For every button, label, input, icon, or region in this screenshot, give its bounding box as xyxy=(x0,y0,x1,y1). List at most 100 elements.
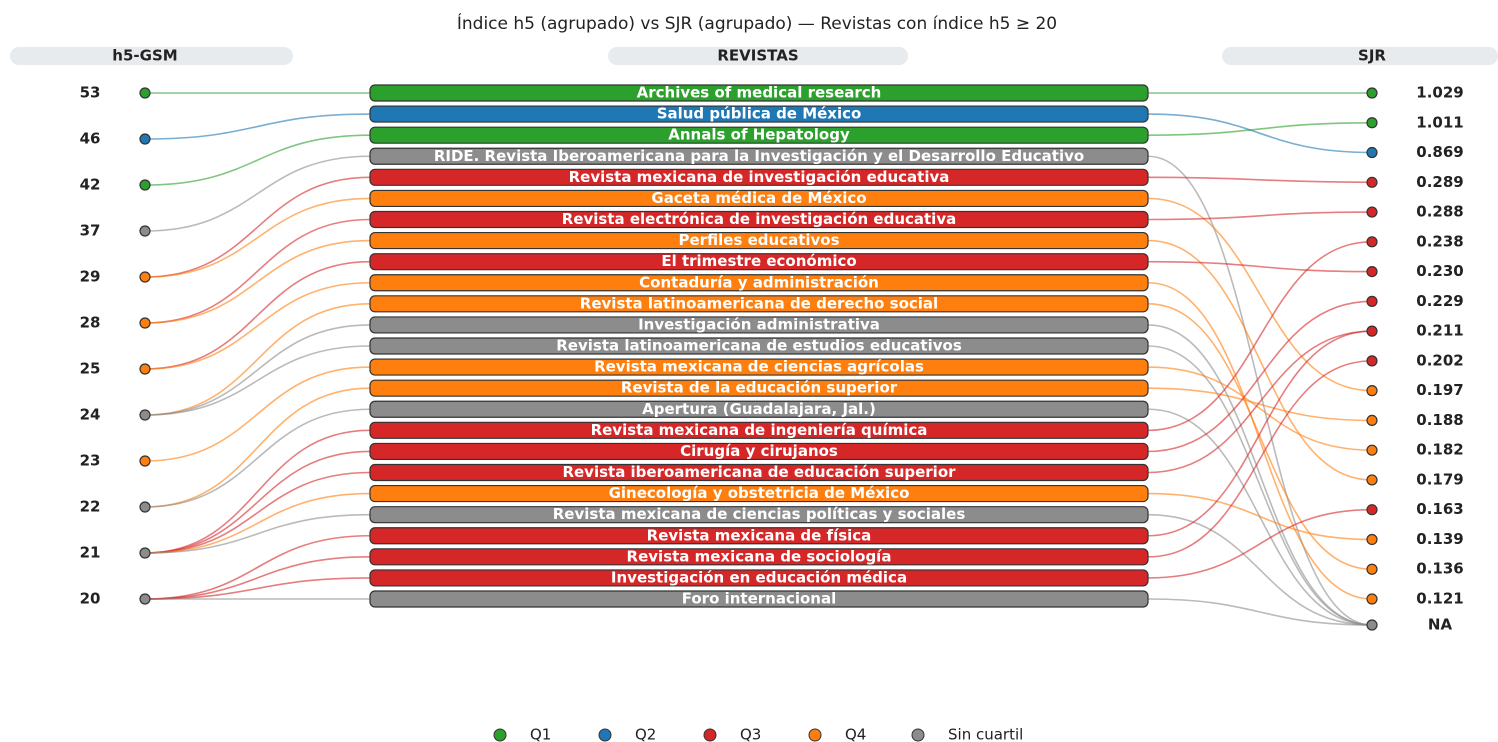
journal-name: Perfiles educativos xyxy=(678,231,839,249)
sjr-label: 0.139 xyxy=(1416,530,1463,548)
sjr-node xyxy=(1366,325,1378,337)
h5-node xyxy=(139,501,151,513)
h5-label: 28 xyxy=(80,314,101,332)
link-right xyxy=(1147,345,1373,626)
sjr-label: 0.197 xyxy=(1416,381,1463,399)
journal-name: RIDE. Revista Iberoamericana para la Inv… xyxy=(434,147,1084,165)
journal-name: Revista mexicana de sociología xyxy=(627,547,892,565)
link-left xyxy=(144,450,371,554)
sjr-label: 0.188 xyxy=(1416,411,1463,429)
sjr-label: 0.289 xyxy=(1416,173,1463,191)
journal-name: Investigación administrativa xyxy=(638,315,880,333)
link-right xyxy=(1147,330,1373,474)
link-right xyxy=(1147,303,1373,571)
h5-node xyxy=(139,271,151,283)
link-right xyxy=(1147,176,1373,184)
sjr-label: 0.229 xyxy=(1416,292,1463,310)
sjr-node xyxy=(1366,355,1378,367)
link-left xyxy=(144,281,371,370)
sjr-label: 0.288 xyxy=(1416,203,1463,221)
legend-label: Q1 xyxy=(530,726,551,742)
h5-label: 29 xyxy=(80,268,101,286)
sjr-node xyxy=(1366,295,1378,307)
journal-box xyxy=(369,168,1149,186)
link-left xyxy=(144,155,371,232)
sjr-node xyxy=(1366,504,1378,516)
journal-box xyxy=(369,147,1149,165)
h5-node xyxy=(139,87,151,99)
legend-marker xyxy=(598,728,612,742)
h5-label: 46 xyxy=(80,130,101,148)
h5-label: 37 xyxy=(80,222,101,240)
link-left xyxy=(144,408,371,508)
journal-name: Revista mexicana de física xyxy=(647,526,872,544)
link-right xyxy=(1147,330,1373,537)
journal-box xyxy=(369,84,1149,102)
journal-name: Revista de la educación superior xyxy=(621,379,898,397)
sjr-node xyxy=(1366,474,1378,486)
journal-name: Archives of medical research xyxy=(637,84,882,102)
link-left xyxy=(144,387,371,508)
legend-marker xyxy=(703,728,717,742)
journal-box xyxy=(369,548,1149,566)
sjr-node xyxy=(1366,385,1378,397)
link-right xyxy=(1147,155,1373,626)
journal-box xyxy=(369,590,1149,608)
legend-label: Q2 xyxy=(635,726,656,742)
link-left xyxy=(144,471,371,554)
link-left xyxy=(144,513,371,554)
link-right xyxy=(1147,113,1373,154)
h5-label: 23 xyxy=(80,452,101,470)
sjr-label: 1.029 xyxy=(1416,84,1463,102)
h5-label: 42 xyxy=(80,176,101,194)
journal-name: Ginecología y obstetricia de México xyxy=(609,484,910,502)
journal-name: Revista mexicana de ingeniería química xyxy=(591,421,928,439)
sjr-label: 0.179 xyxy=(1416,470,1463,488)
journal-box xyxy=(369,274,1149,292)
sjr-node xyxy=(1366,619,1378,631)
sjr-node xyxy=(1366,563,1378,575)
sjr-label: 1.011 xyxy=(1416,113,1463,131)
h5-node xyxy=(139,593,151,605)
header-middle: REVISTAS xyxy=(717,47,798,65)
sjr-label: 0.182 xyxy=(1416,441,1463,459)
link-right xyxy=(1147,121,1373,136)
link-right xyxy=(1147,513,1373,626)
journal-box xyxy=(369,421,1149,439)
link-right xyxy=(1147,211,1373,221)
legend-marker xyxy=(911,728,925,742)
sjr-label: 0.211 xyxy=(1416,322,1463,340)
link-left xyxy=(144,260,371,370)
sjr-node xyxy=(1366,593,1378,605)
journal-name: Salud pública de México xyxy=(657,105,862,123)
journal-box xyxy=(369,358,1149,376)
journal-box xyxy=(369,210,1149,229)
link-right xyxy=(1147,260,1373,273)
h5-node xyxy=(139,363,151,375)
journal-name: Contaduría y administración xyxy=(639,273,879,291)
journal-name: Revista mexicana de investigación educat… xyxy=(569,168,950,186)
legend-label: Q4 xyxy=(845,726,866,742)
journal-box xyxy=(369,484,1149,503)
header-pill xyxy=(1222,47,1498,65)
link-left xyxy=(144,492,371,554)
journal-name: Investigación en educación médica xyxy=(611,568,907,586)
sjr-label: NA xyxy=(1428,616,1453,634)
sjr-label: 0.238 xyxy=(1416,232,1463,250)
sjr-node xyxy=(1366,117,1378,129)
link-left xyxy=(144,239,371,324)
journal-name: Revista latinoamericana de estudios educ… xyxy=(556,337,962,355)
sjr-label: 0.136 xyxy=(1416,560,1463,578)
link-right xyxy=(1147,241,1373,432)
link-left xyxy=(144,134,371,186)
link-left xyxy=(144,345,371,416)
link-right xyxy=(1147,366,1373,451)
sjr-label: 0.202 xyxy=(1416,351,1463,369)
link-right xyxy=(1147,239,1373,481)
link-right xyxy=(1147,492,1373,541)
header-left: h5-GSM xyxy=(112,47,177,65)
journal-name: Annals of Hepatology xyxy=(668,126,850,144)
sjr-label: 0.230 xyxy=(1416,262,1463,280)
link-left xyxy=(144,577,371,600)
link-left xyxy=(144,429,371,554)
